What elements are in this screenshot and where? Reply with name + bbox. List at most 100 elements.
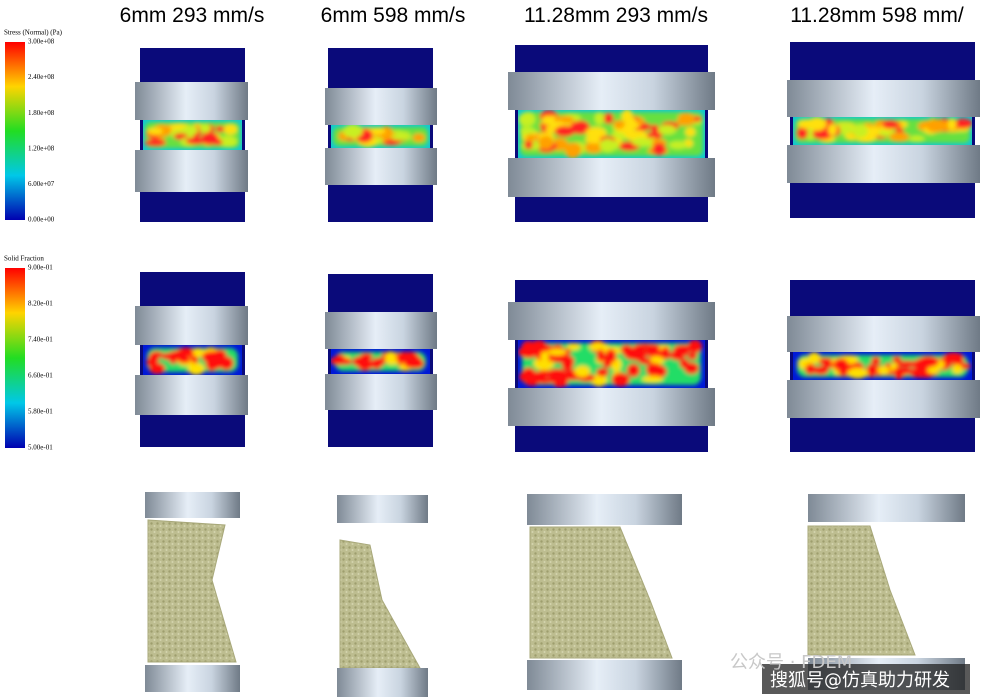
contour-spot [626, 363, 640, 378]
watermark: 公众号 · FDEM 搜狐号@仿真助力研发 [730, 652, 970, 694]
contour-spot [521, 340, 536, 354]
contour-spot [867, 126, 881, 136]
contour-spot [797, 119, 820, 129]
contour-spot [893, 367, 915, 375]
roller [145, 492, 240, 518]
roller [508, 388, 715, 426]
contour-spot [412, 133, 426, 143]
contour-spot [565, 144, 581, 158]
contour-spot [144, 139, 166, 147]
contour-spot [925, 118, 947, 133]
contour-spot [822, 361, 834, 369]
roller [787, 80, 980, 117]
contour-spot [866, 363, 877, 378]
contour-spot [644, 375, 663, 383]
contour-spot [624, 131, 640, 140]
contour-spot [627, 117, 637, 125]
contour-spot [643, 343, 661, 351]
contour-spot [368, 127, 386, 135]
contour-spot [871, 356, 881, 366]
specimen [339, 539, 421, 669]
contour-spot [594, 111, 605, 126]
contour-spot [638, 357, 652, 365]
legend-label: 8.20e-01 [28, 300, 53, 308]
contour [518, 110, 703, 158]
legend-label: 6.60e-01 [28, 372, 53, 380]
simulation-panel [787, 42, 980, 218]
legend: Solid Fraction 9.00e-01 8.20e-01 7.40e-01 6… [4, 255, 53, 452]
roller [135, 82, 248, 120]
contour-spot [193, 347, 204, 358]
contour-spot [852, 124, 869, 138]
contour-spot [384, 351, 397, 366]
contour-spot [953, 118, 972, 129]
contour-spot [652, 142, 667, 156]
specimen [529, 526, 673, 659]
specimen-panel [337, 495, 428, 697]
watermark-text: 搜狐号@仿真助力研发 [770, 670, 950, 691]
roller [508, 158, 715, 197]
contour-spot [342, 125, 363, 139]
contour-spot [632, 344, 646, 356]
roller [508, 302, 715, 340]
contour-spot [187, 362, 205, 375]
contour-spot [567, 343, 581, 351]
contour-spot [596, 349, 605, 362]
contour-spot [204, 352, 221, 366]
legend-label: 3.00e+08 [28, 38, 55, 46]
specimen-panel [527, 494, 682, 690]
contour-spot [215, 125, 225, 133]
contour-spot [599, 138, 616, 153]
colorbar [5, 268, 25, 448]
contour-spot [947, 118, 957, 130]
simulation-panel [508, 45, 715, 222]
roller [325, 148, 437, 185]
contour-spot [524, 139, 533, 150]
contour-spot [812, 128, 833, 140]
contour [518, 340, 703, 388]
contour-spot [390, 134, 412, 141]
contour-spot [805, 363, 816, 375]
contour [797, 352, 972, 380]
contour-spot [631, 137, 653, 147]
contour-spot [534, 377, 555, 384]
contour-spot [519, 127, 536, 136]
contour-spot [892, 356, 902, 363]
contour-spot [650, 124, 659, 133]
contour-spot [812, 366, 829, 375]
legend-label: 5.00e-01 [28, 444, 53, 452]
column-header: 6mm 293 mm/s [120, 4, 265, 27]
contour-spot [360, 353, 373, 360]
column-header: 11.28mm 293 mm/s [524, 4, 708, 27]
colorbar [5, 42, 25, 220]
contour-spot [547, 348, 567, 356]
contour [146, 347, 238, 375]
roller [325, 88, 437, 125]
legend-title: Stress (Normal) (Pa) [4, 29, 63, 37]
legend-title: Solid Fraction [4, 255, 44, 263]
contour-spot [943, 354, 961, 363]
contour-spot [534, 344, 554, 353]
roller [787, 380, 980, 418]
simulation-panel [135, 48, 248, 222]
contour-spot [657, 124, 677, 135]
contour-spot [951, 364, 963, 375]
contour-spot [644, 349, 663, 356]
roller [337, 495, 428, 523]
contour-spot [828, 123, 838, 136]
contour-spot [219, 356, 234, 371]
contour-spot [805, 129, 816, 141]
contour-spot [540, 351, 550, 363]
roller [135, 375, 248, 415]
legend-label: 6.00e+07 [28, 180, 55, 188]
contour-spot [889, 132, 910, 142]
roller [527, 494, 682, 525]
contour-spot [909, 135, 925, 142]
roller [145, 665, 240, 692]
contour-spot [605, 350, 615, 363]
legend-label: 2.40e+08 [28, 73, 55, 81]
contour-spot [645, 362, 662, 377]
simulation-panel [787, 280, 980, 452]
legend: Stress (Normal) (Pa) 3.00e+08 2.40e+08 1.8… [4, 29, 63, 224]
legend-label: 7.40e-01 [28, 336, 53, 344]
